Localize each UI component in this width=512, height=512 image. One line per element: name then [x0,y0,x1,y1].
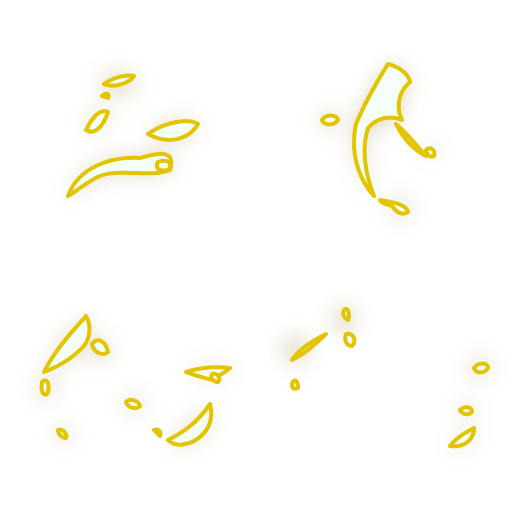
splash-sprite-top-left [66,73,200,198]
splash-sprite-top-right [320,62,437,216]
splash-sprite-bottom-center [124,306,357,447]
splash-sprite-bottom-left [38,314,110,440]
splash-sprite-bottom-right [448,360,490,449]
